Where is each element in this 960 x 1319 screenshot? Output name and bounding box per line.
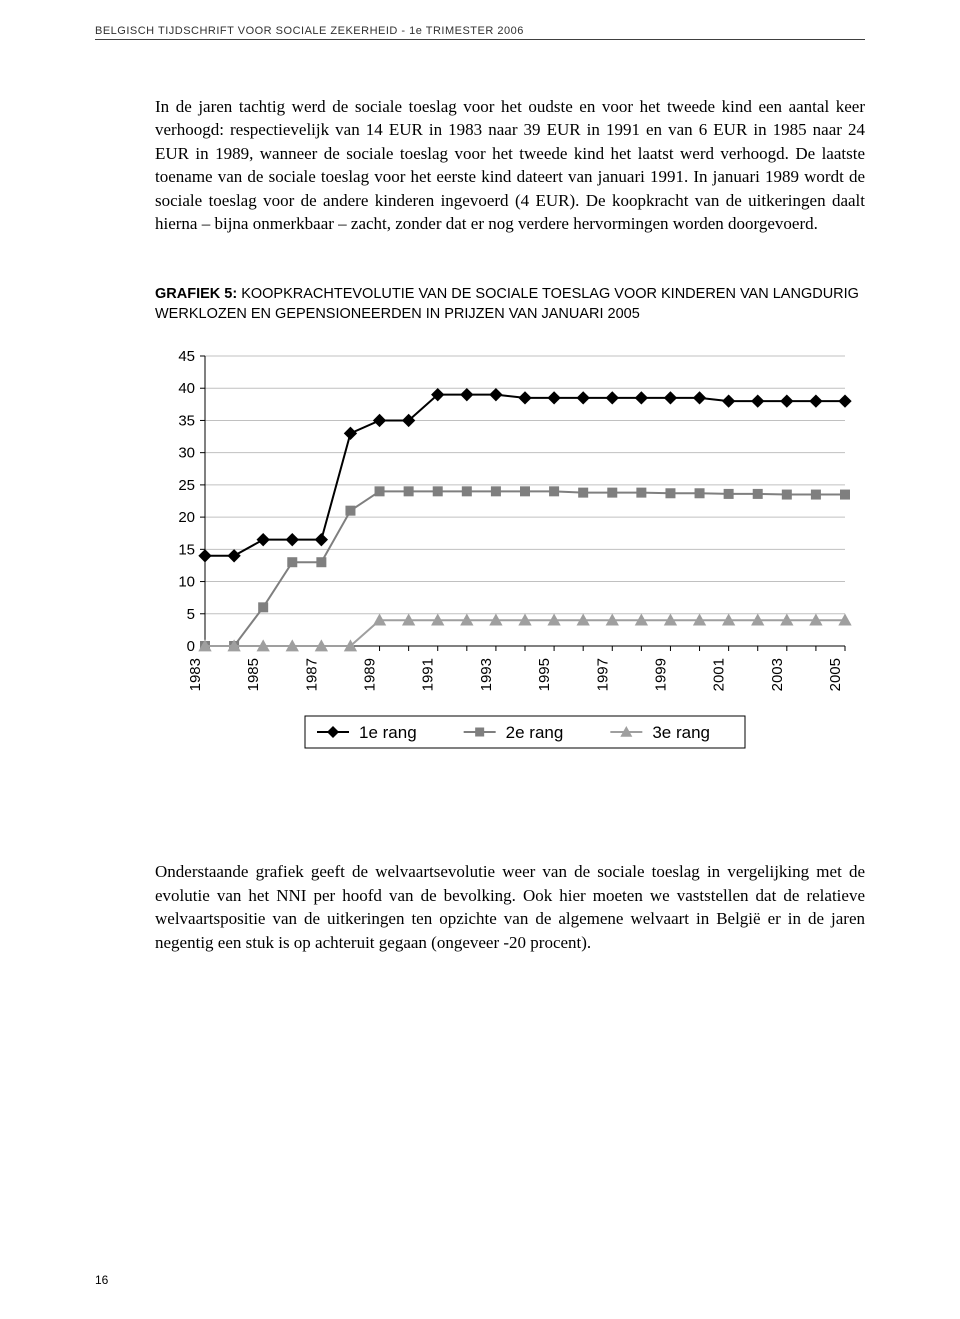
svg-text:2005: 2005	[827, 658, 844, 691]
svg-text:1987: 1987	[303, 658, 320, 691]
svg-text:10: 10	[178, 574, 195, 591]
svg-text:45: 45	[178, 348, 195, 365]
svg-text:1991: 1991	[420, 658, 437, 691]
body-paragraph-1: In de jaren tachtig werd de sociale toes…	[155, 95, 865, 236]
svg-text:15: 15	[178, 542, 195, 559]
svg-text:1997: 1997	[594, 658, 611, 691]
svg-text:1993: 1993	[478, 658, 495, 691]
chart-title-text: KOOPKRACHTEVOLUTIE VAN DE SOCIALE TOESLA…	[155, 286, 859, 322]
svg-text:35: 35	[178, 413, 195, 430]
svg-text:40: 40	[178, 381, 195, 398]
svg-text:20: 20	[178, 509, 195, 526]
svg-text:25: 25	[178, 477, 195, 494]
page-number: 16	[95, 1273, 108, 1287]
line-chart: 0 5 10 15 20 25 30 35 40 45 1983 1985 1987 1989 1991 19…	[155, 346, 865, 796]
svg-text:1989: 1989	[362, 658, 379, 691]
svg-text:0: 0	[187, 638, 195, 655]
svg-text:2003: 2003	[769, 658, 786, 691]
chart-title: GRAFIEK 5: KOOPKRACHTEVOLUTIE VAN DE SOC…	[155, 284, 865, 325]
svg-text:2e rang: 2e rang	[506, 723, 564, 742]
chart-title-label: GRAFIEK 5:	[155, 286, 241, 302]
svg-text:1e rang: 1e rang	[359, 723, 417, 742]
svg-text:1995: 1995	[536, 658, 553, 691]
journal-header: BELGISCH TIJDSCHRIFT VOOR SOCIALE ZEKERH…	[95, 25, 865, 40]
svg-text:3e rang: 3e rang	[652, 723, 710, 742]
svg-text:1983: 1983	[187, 658, 204, 691]
body-paragraph-2: Onderstaande grafiek geeft de welvaartse…	[155, 860, 865, 954]
svg-text:1985: 1985	[245, 658, 262, 691]
svg-text:1999: 1999	[652, 658, 669, 691]
svg-text:5: 5	[187, 606, 195, 623]
svg-text:30: 30	[178, 445, 195, 462]
svg-text:2001: 2001	[711, 658, 728, 691]
